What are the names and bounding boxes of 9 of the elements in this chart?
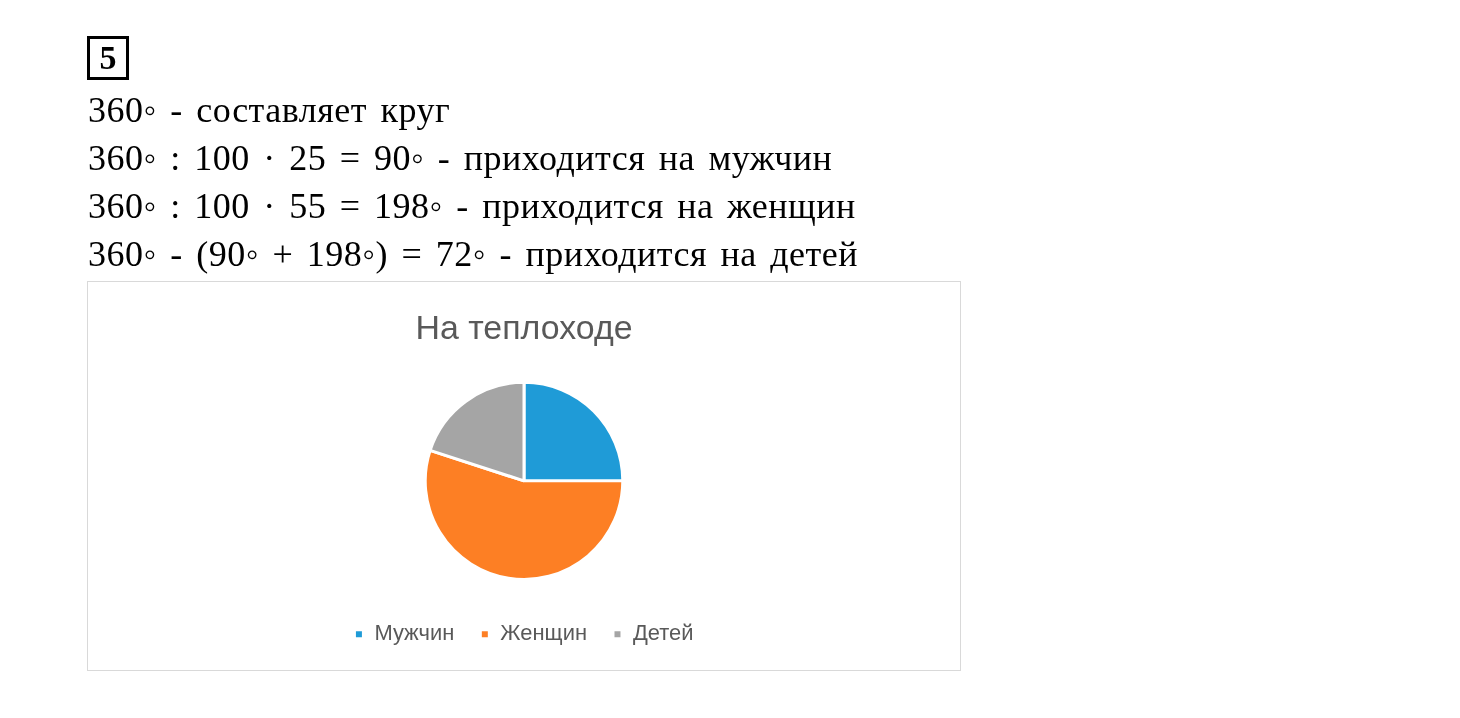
text: 360◦ - (90◦ + 198◦) = 72◦ - приходится на детей (88, 233, 859, 275)
chart-title: На теплоходе (415, 308, 633, 347)
text: 360◦ - составляет круг (88, 89, 451, 131)
legend-label: Мужчин (374, 620, 455, 646)
text: 5 (87, 36, 129, 80)
text: 360◦ : 100 · 55 = 198◦ - приходится на женщин (88, 185, 856, 227)
legend-label: Детей (632, 620, 694, 646)
text: 360◦ : 100 · 25 = 90◦ - приходится на мужчин (88, 137, 833, 179)
legend-label: Женщин (500, 620, 588, 646)
